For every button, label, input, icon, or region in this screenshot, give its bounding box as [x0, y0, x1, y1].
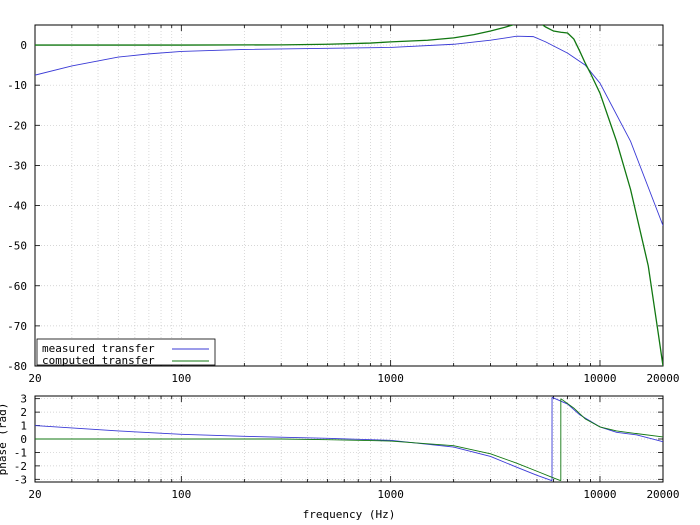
- y-tick-label: -3: [14, 473, 27, 486]
- y-tick-label: -50: [7, 240, 27, 253]
- plot-frame: [34, 24, 664, 367]
- x-tick-label: 100: [171, 372, 191, 385]
- series-line-computed-transfer: [35, 25, 663, 366]
- y-tick-label: -10: [7, 79, 27, 92]
- x-axis-label: frequency (Hz): [303, 508, 396, 521]
- x-tick-label: 1000: [377, 372, 404, 385]
- y-tick-label: -80: [7, 360, 27, 373]
- x-tick-label: 20: [28, 372, 41, 385]
- series-line-measured-transfer: [35, 35, 663, 226]
- x-tick-label: 100: [171, 488, 191, 501]
- x-tick-label: 10000: [583, 488, 616, 501]
- legend-label: measured transfer: [42, 342, 155, 355]
- y-tick-label: -30: [7, 159, 27, 172]
- y-axis-label: phase (rad): [0, 403, 9, 476]
- y-tick-label: 0: [20, 39, 27, 52]
- y-tick-label: -40: [7, 200, 27, 213]
- y-tick-label: -60: [7, 280, 27, 293]
- y-tick-label: 2: [20, 406, 27, 419]
- x-tick-label: 20000: [646, 372, 679, 385]
- y-tick-label: 0: [20, 433, 27, 446]
- y-tick-label: -1: [14, 446, 27, 459]
- y-tick-label: -70: [7, 320, 27, 333]
- y-tick-label: -2: [14, 460, 27, 473]
- y-tick-label: 1: [20, 420, 27, 433]
- x-tick-label: 20000: [646, 488, 679, 501]
- y-tick-label: 3: [20, 393, 27, 406]
- x-tick-label: 10000: [583, 372, 616, 385]
- y-tick-label: -20: [7, 119, 27, 132]
- x-tick-label: 1000: [377, 488, 404, 501]
- legend-label: computed transfer: [42, 354, 155, 367]
- series-line-computed-transfer: [35, 398, 663, 482]
- x-tick-label: 20: [28, 488, 41, 501]
